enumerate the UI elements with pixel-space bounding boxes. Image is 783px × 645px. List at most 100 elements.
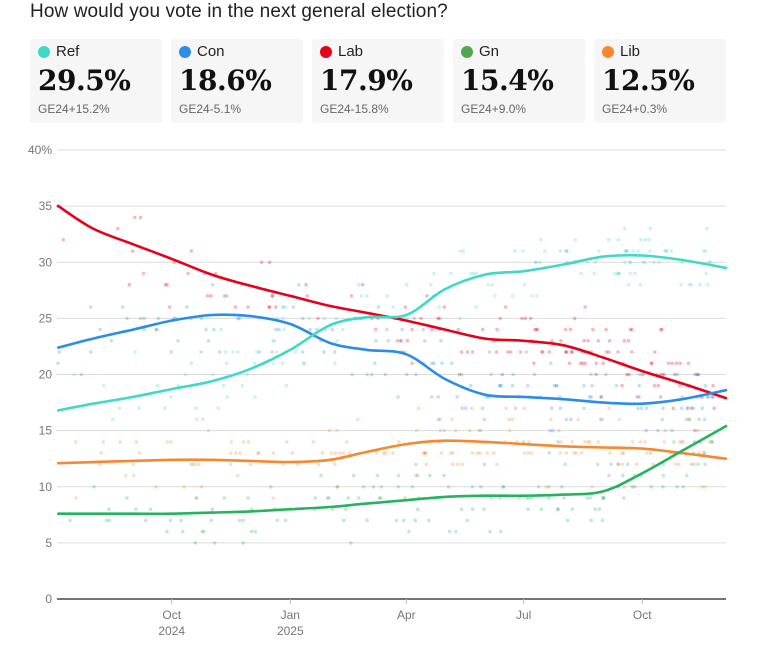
poll-dot bbox=[679, 282, 683, 287]
poll-dot bbox=[241, 440, 246, 444]
poll-dot bbox=[710, 395, 714, 399]
poll-dot bbox=[568, 327, 573, 332]
poll-dot bbox=[621, 473, 625, 478]
poll-dot bbox=[678, 440, 682, 444]
poll-dot bbox=[391, 451, 395, 455]
poll-dot bbox=[375, 473, 380, 478]
poll-dot bbox=[507, 428, 512, 433]
poll-dot bbox=[301, 361, 306, 366]
poll-dot bbox=[238, 451, 242, 455]
poll-dot bbox=[193, 541, 198, 545]
poll-dot bbox=[620, 383, 624, 388]
poll-dot bbox=[498, 496, 503, 500]
poll-dot bbox=[663, 249, 667, 253]
poll-dot bbox=[410, 327, 414, 332]
poll-dot bbox=[385, 294, 390, 298]
poll-dot bbox=[436, 316, 440, 321]
legend-party-name: Con bbox=[197, 43, 225, 60]
poll-dot bbox=[520, 316, 524, 321]
poll-dot bbox=[500, 372, 505, 377]
poll-dot bbox=[702, 451, 707, 455]
poll-dot bbox=[670, 428, 674, 433]
poll-dot bbox=[107, 518, 112, 523]
poll-dot bbox=[481, 327, 485, 332]
poll-dot bbox=[703, 462, 707, 467]
poll-dot bbox=[168, 518, 173, 523]
poll-dot bbox=[189, 249, 194, 253]
poll-dot bbox=[322, 316, 327, 321]
poll-dot bbox=[547, 451, 552, 455]
poll-dot bbox=[695, 372, 699, 377]
poll-dot bbox=[659, 327, 664, 332]
poll-dot bbox=[102, 383, 106, 388]
poll-dot bbox=[594, 372, 598, 377]
poll-dot bbox=[621, 451, 626, 455]
poll-dot bbox=[437, 305, 441, 309]
poll-dot bbox=[677, 462, 681, 467]
poll-dot bbox=[696, 428, 700, 433]
poll-dot bbox=[665, 249, 669, 253]
poll-dot bbox=[333, 361, 337, 366]
poll-dot bbox=[165, 440, 169, 444]
poll-dot bbox=[191, 462, 195, 467]
poll-dot bbox=[536, 485, 541, 489]
poll-dot bbox=[231, 350, 235, 354]
poll-dot bbox=[649, 361, 654, 366]
poll-dot bbox=[297, 282, 301, 287]
poll-dot bbox=[291, 305, 296, 309]
poll-dot bbox=[199, 350, 203, 354]
poll-dot bbox=[564, 350, 568, 354]
poll-dot bbox=[127, 282, 132, 287]
poll-dot bbox=[456, 462, 460, 467]
legend-party-name: Ref bbox=[56, 43, 80, 60]
poll-dot bbox=[370, 372, 374, 377]
poll-dot bbox=[704, 271, 709, 276]
poll-dot bbox=[661, 473, 666, 478]
poll-dot bbox=[628, 260, 632, 265]
poll-dot bbox=[599, 395, 603, 399]
poll-dot bbox=[633, 271, 637, 276]
poll-dot bbox=[623, 249, 627, 253]
poll-dot bbox=[271, 451, 276, 455]
poll-dot bbox=[470, 485, 475, 489]
poll-dot bbox=[595, 462, 600, 467]
poll-dot bbox=[523, 316, 528, 321]
poll-dot bbox=[469, 271, 473, 276]
poll-dot bbox=[708, 260, 713, 265]
poll-dot bbox=[107, 507, 111, 512]
poll-dot bbox=[490, 282, 495, 287]
poll-dot bbox=[489, 496, 494, 500]
poll-dot bbox=[707, 440, 712, 444]
poll-dot bbox=[342, 518, 346, 523]
poll-dot bbox=[530, 496, 534, 500]
poll-dot bbox=[414, 462, 418, 467]
poll-dot bbox=[705, 226, 709, 231]
poll-dot bbox=[234, 451, 238, 455]
poll-dot bbox=[361, 485, 366, 489]
poll-dot bbox=[614, 383, 619, 388]
poll-dot bbox=[600, 518, 605, 523]
poll-dot bbox=[557, 428, 561, 433]
poll-dot bbox=[404, 372, 409, 377]
poll-dot bbox=[707, 260, 711, 265]
poll-dot bbox=[616, 350, 620, 354]
poll-dot bbox=[501, 485, 506, 489]
poll-dot bbox=[176, 339, 180, 343]
poll-dot bbox=[550, 339, 554, 343]
poll-dot bbox=[111, 417, 115, 422]
poll-dot bbox=[394, 518, 399, 523]
poll-dot bbox=[460, 462, 465, 467]
poll-dot bbox=[582, 383, 586, 388]
con-color-dot-icon bbox=[179, 46, 191, 58]
trend-line-con bbox=[57, 313, 728, 406]
poll-dot bbox=[625, 372, 629, 377]
poll-dot bbox=[588, 496, 593, 500]
poll-dot bbox=[589, 395, 593, 399]
poll-dot bbox=[450, 462, 455, 467]
poll-dot bbox=[335, 339, 340, 343]
poll-dot bbox=[305, 294, 310, 298]
poll-dot bbox=[522, 282, 527, 287]
poll-dot bbox=[628, 327, 633, 332]
poll-dot bbox=[461, 249, 466, 253]
